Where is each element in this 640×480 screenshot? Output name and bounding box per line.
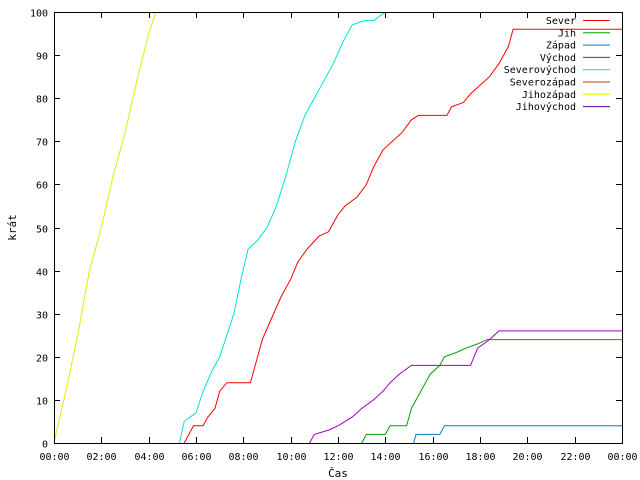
legend-label: Jih (558, 28, 576, 39)
series-line (413, 425, 622, 444)
x-tick-label: 16:00 (418, 452, 448, 463)
y-tick-label: 0 (42, 440, 48, 451)
legend-label: Severovýchod (504, 64, 576, 76)
y-tick-label: 80 (36, 95, 48, 106)
x-tick-label: 02:00 (86, 452, 116, 463)
y-axis-label: krát (6, 214, 19, 241)
x-tick-label: 18:00 (465, 452, 495, 463)
y-tick-label: 30 (36, 311, 48, 322)
series-line (178, 11, 386, 444)
x-axis-label: Čas (328, 467, 348, 480)
x-tick-label: 04:00 (134, 452, 164, 463)
series-layer (53, 11, 622, 444)
y-tick-label: 20 (36, 354, 48, 365)
series-line (309, 330, 622, 444)
x-tick-label: 22:00 (560, 452, 590, 463)
legend-label: Severozápad (510, 77, 576, 89)
x-tick-label: 00:00 (607, 452, 637, 463)
y-tick-label: 50 (36, 225, 48, 236)
legend-label: Jihozápad (522, 89, 576, 101)
legend-label: Západ (546, 40, 576, 52)
y-tick-label: 40 (36, 268, 48, 279)
x-tick-label: 08:00 (228, 452, 258, 463)
series-line (183, 28, 622, 444)
legend-label: Jihovýchod (516, 101, 576, 113)
x-tick-label: 10:00 (276, 452, 306, 463)
y-tick-label: 100 (30, 9, 48, 20)
x-tick-label: 06:00 (181, 452, 211, 463)
legend: SeverJihZápadVýchodSeverovýchodSeverozáp… (504, 16, 610, 113)
x-tick-label: 12:00 (323, 452, 353, 463)
x-tick-label: 14:00 (370, 452, 400, 463)
series-line (361, 339, 622, 444)
ticks-layer: 0 10 20 30 40 50 60 70 80 90 100 00:00 02:00 04:00 06:… (30, 9, 638, 464)
x-tick-label: 20:00 (512, 452, 542, 463)
series-line (53, 11, 157, 444)
x-tick-label: 00:00 (39, 452, 69, 463)
legend-label: Sever (546, 16, 576, 27)
y-tick-label: 70 (36, 138, 48, 149)
y-tick-label: 90 (36, 52, 48, 63)
legend-label: Východ (540, 52, 576, 64)
y-tick-label: 60 (36, 181, 48, 192)
y-tick-label: 10 (36, 397, 48, 408)
